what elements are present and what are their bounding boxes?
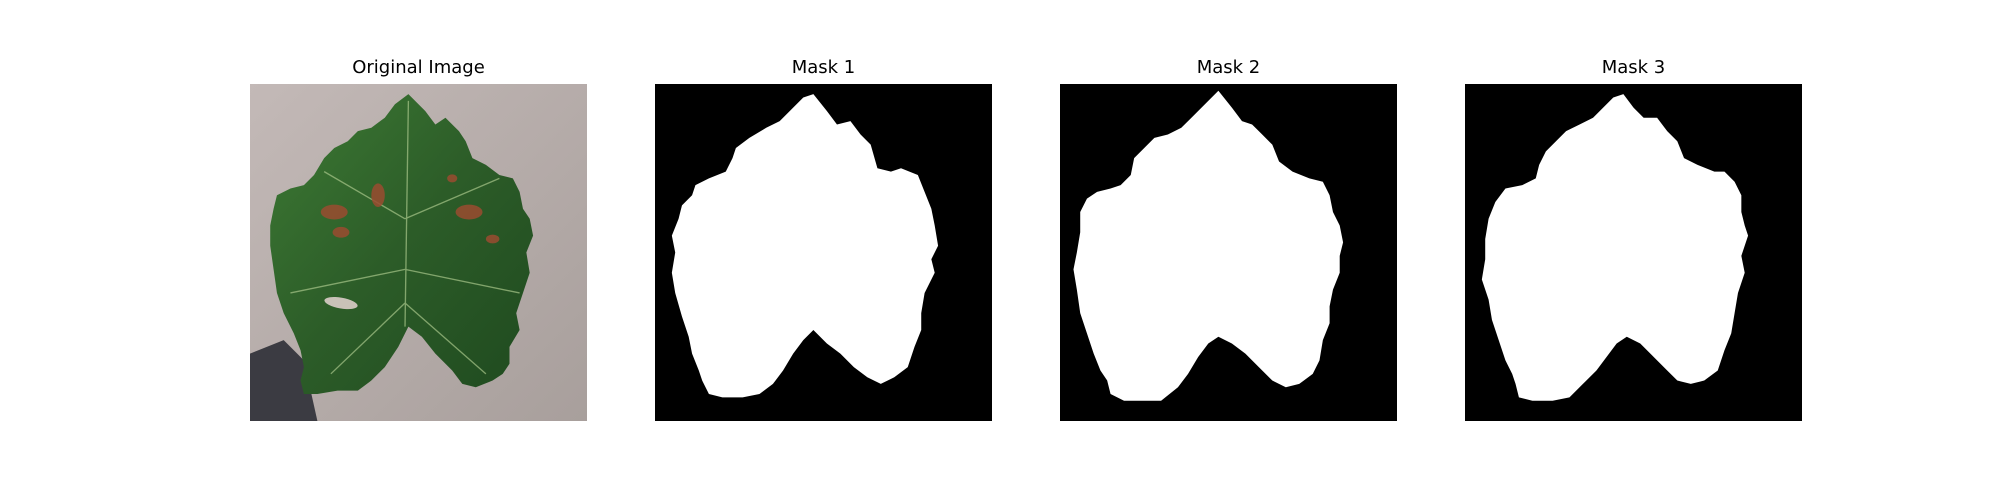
mask-foreground [1481,94,1749,401]
mask-foreground [1073,90,1344,401]
shadow-corner [250,340,318,421]
panel-title-mask-2: Mask 2 [1196,57,1261,78]
panel-title-original: Original Image [352,57,485,78]
panel-title-mask-3: Mask 3 [1601,57,1666,78]
leaf-photo [250,84,587,421]
mask-2 [1060,84,1397,421]
leaf-shape [270,94,534,395]
leaf-lesions [320,174,500,244]
original-image [250,84,587,421]
mask-foreground [671,94,939,398]
leaf-hole [324,296,358,310]
panel-title-mask-1: Mask 1 [791,57,856,78]
leaf-veins [290,100,520,375]
mask-3 [1465,84,1802,421]
mask-1 [655,84,992,421]
